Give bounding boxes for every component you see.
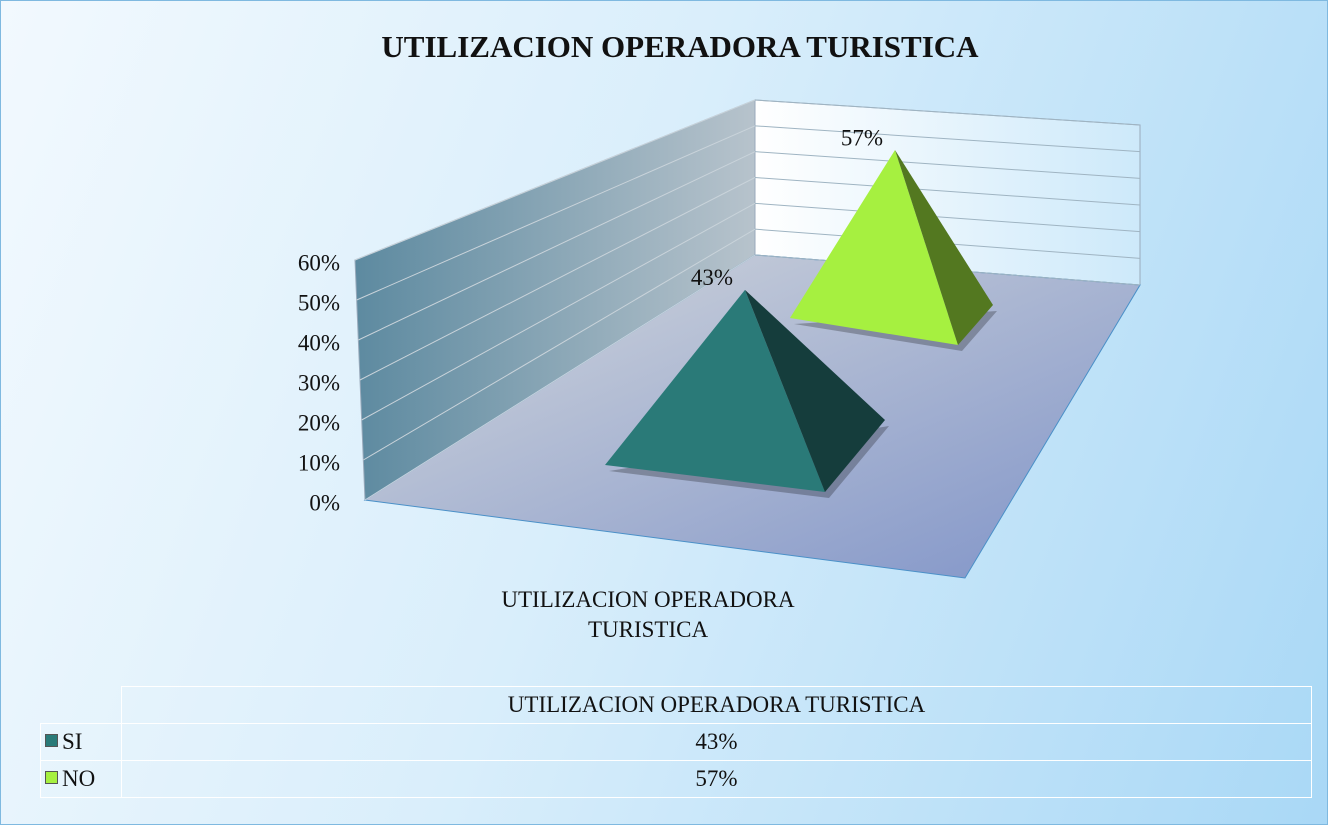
pyramid-front (790, 150, 958, 345)
grid-line (754, 177, 1141, 206)
table-header: UTILIZACION OPERADORA TURISTICA (121, 686, 1312, 724)
data-label: 57% (841, 125, 883, 150)
y-tick-label: 0% (309, 490, 340, 515)
grid-line (754, 151, 1141, 179)
grid-line (358, 151, 756, 341)
y-tick-label: 10% (298, 450, 340, 475)
grid-line (354, 99, 756, 261)
category-label: UTILIZACION OPERADORA TURISTICA (501, 587, 795, 642)
grid-line (364, 254, 756, 501)
data-label: 43% (691, 265, 733, 290)
grid-line (359, 177, 756, 381)
data-table: UTILIZACION OPERADORA TURISTICA SI 43% NO… (40, 686, 1312, 798)
legend-key (45, 771, 58, 784)
grid-line (361, 202, 756, 421)
legend-key (45, 734, 58, 747)
grid-line (356, 125, 756, 301)
table-value: 57% (121, 760, 1312, 798)
row-label: NO (40, 760, 122, 798)
y-tick-label: 50% (298, 290, 340, 315)
legend-label: NO (62, 766, 96, 791)
y-tick-label: 20% (298, 410, 340, 435)
chart-title: UTILIZACION OPERADORA TURISTICA (381, 29, 979, 64)
table-value: 43% (121, 723, 1312, 761)
row-label: SI (40, 723, 122, 761)
legend-label: SI (62, 729, 83, 754)
pyramid-side (745, 289, 885, 492)
y-tick-label: 40% (298, 330, 340, 355)
y-tick-label: 30% (298, 370, 340, 395)
y-tick-label: 60% (298, 250, 340, 275)
grid-line (363, 228, 756, 461)
grid-line (754, 202, 1141, 233)
grid-line (754, 99, 1141, 126)
grid-line (754, 125, 1141, 153)
pyramid-front (605, 289, 825, 492)
pyramid-side (895, 150, 993, 345)
blank-cell (40, 686, 122, 724)
